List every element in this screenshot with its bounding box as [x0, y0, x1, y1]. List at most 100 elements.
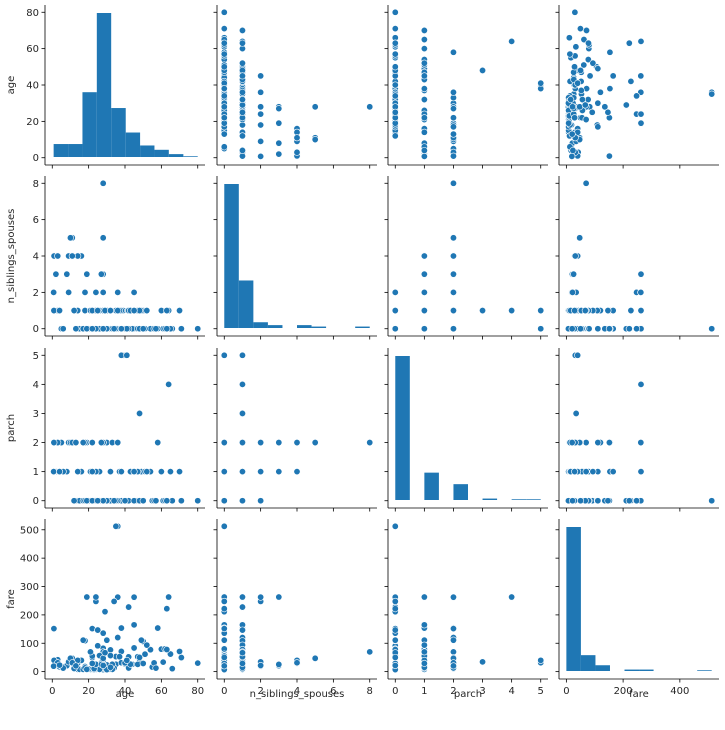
hist-bar [96, 13, 112, 157]
scatter-point [103, 636, 111, 644]
scatter-point [50, 625, 58, 633]
x-tick-label: 60 [155, 686, 168, 697]
x-tick-label: 4 [508, 686, 514, 697]
panel-n_siblings_spouses-vs-fare [555, 176, 719, 340]
scatter-point [537, 325, 545, 333]
panel-age-vs-fare [555, 5, 719, 169]
scatter-point [391, 288, 399, 296]
scatter-point [605, 152, 613, 160]
panel-fare-vs-n_siblings_spouses: 0 2 4 6 8 [213, 519, 377, 697]
scatter-point [56, 661, 64, 669]
scatter-point [582, 116, 590, 124]
x-tick-label: 0 [563, 686, 569, 697]
x-tick-label: 0 [221, 686, 227, 697]
hist-bar [566, 527, 581, 671]
scatter-point [606, 48, 614, 56]
scatter-point [99, 234, 107, 242]
x-tick-label: 0 [392, 686, 398, 697]
hist-bar [238, 280, 254, 328]
scatter-point [56, 307, 64, 315]
scatter-point [238, 351, 246, 359]
scatter-point [420, 325, 428, 333]
scatter-point [293, 439, 301, 447]
scatter-point [50, 288, 58, 296]
scatter-point [391, 81, 399, 89]
y-tick-label: 4 [33, 380, 39, 391]
scatter-point [154, 624, 162, 632]
scatter-point [79, 636, 87, 644]
scatter-point [94, 642, 102, 650]
scatter-point [72, 325, 80, 333]
y-tick-label: 200 [20, 610, 39, 621]
scatter-point [391, 597, 399, 605]
scatter-point [449, 593, 457, 601]
scatter-point [83, 593, 91, 601]
scatter-point [449, 307, 457, 315]
scatter-point [293, 468, 301, 476]
y-tick-label: 6 [33, 215, 39, 226]
scatter-point [106, 652, 114, 660]
scatter-point [604, 307, 612, 315]
scatter-point [143, 307, 151, 315]
y-tick-label: 0 [33, 324, 39, 335]
scatter-point [130, 644, 138, 652]
scatter-point [92, 288, 100, 296]
scatter-point [577, 86, 585, 94]
scatter-point [165, 593, 173, 601]
scatter-point [391, 307, 399, 315]
scatter-point [420, 307, 428, 315]
scatter-point [238, 96, 246, 104]
scatter-point [594, 123, 602, 131]
scatter-point [238, 649, 246, 657]
scatter-point [275, 660, 283, 668]
scatter-point [589, 59, 597, 67]
y-tick-label: 8 [33, 179, 39, 190]
scatter-point [584, 39, 592, 47]
scatter-point [604, 497, 612, 505]
scatter-point [114, 307, 122, 315]
panel-parch-vs-age: 0 1 2 3 4 5 [33, 348, 205, 512]
scatter-point [72, 439, 80, 447]
scatter-point [123, 656, 131, 664]
scatter-point [220, 50, 228, 58]
x-axis-label-parch: parch [454, 689, 482, 700]
x-tick-label: 8 [367, 686, 373, 697]
scatter-point [420, 114, 428, 122]
scatter-point [580, 36, 588, 44]
scatter-point [420, 72, 428, 80]
scatter-point [257, 152, 265, 160]
y-tick-label: 5 [33, 351, 39, 362]
hist-bar [224, 184, 239, 328]
scatter-point [139, 497, 147, 505]
y-tick-label: 80 [26, 8, 39, 19]
scatter-point [220, 351, 228, 359]
scatter-point [146, 646, 154, 654]
scatter-point [594, 65, 602, 73]
scatter-point [479, 658, 487, 666]
scatter-point [99, 179, 107, 187]
hist-bar [140, 145, 155, 157]
scatter-point [143, 468, 151, 476]
scatter-point [110, 325, 118, 333]
scatter-point [238, 439, 246, 447]
scatter-point [114, 288, 122, 296]
y-axis-label-n_siblings_spouses: n_siblings_spouses [6, 209, 17, 304]
panel-n_siblings_spouses-vs-age: 0 2 4 6 8 [33, 176, 205, 340]
scatter-point [220, 63, 228, 71]
scatter-point [152, 664, 160, 672]
scatter-point [220, 605, 228, 613]
hist-bar [297, 325, 312, 328]
panel-fare-vs-parch: 0 1 2 3 4 5 [384, 519, 548, 697]
scatter-point [637, 439, 645, 447]
scatter-point [220, 85, 228, 93]
scatter-point [637, 110, 645, 118]
scatter-point [565, 119, 573, 127]
x-axis-label-age: age [116, 689, 135, 700]
scatter-point [420, 288, 428, 296]
scatter-point [627, 77, 635, 85]
scatter-point [238, 132, 246, 140]
scatter-point [293, 148, 301, 156]
scatter-point [72, 662, 80, 670]
hist-bar [526, 499, 541, 500]
scatter-point [257, 121, 265, 129]
